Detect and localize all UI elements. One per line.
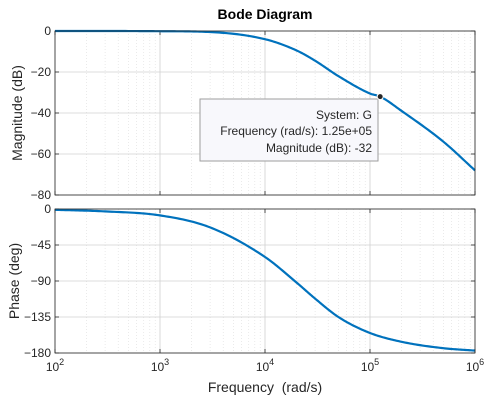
data-tip-marker[interactable] bbox=[376, 93, 384, 101]
y-tick-label: −45 bbox=[31, 238, 52, 252]
y-tick-label: −180 bbox=[24, 346, 51, 360]
magnitude-y-axis-label: Magnitude (dB) bbox=[9, 65, 25, 161]
phase-x-ticks: 102 103 104 105 106 bbox=[46, 209, 484, 374]
y-tick-label: −40 bbox=[31, 106, 52, 120]
x-tick-label: 104 bbox=[256, 357, 274, 374]
phase-axes-box bbox=[54, 208, 476, 354]
x-tick-label: 103 bbox=[151, 357, 169, 374]
y-tick-label: −90 bbox=[31, 274, 52, 288]
data-tip-frequency: Frequency (rad/s): 1.25e+05 bbox=[220, 124, 372, 138]
y-tick-label: −60 bbox=[31, 147, 52, 161]
data-tip-box bbox=[199, 98, 379, 162]
y-tick-label: 0 bbox=[44, 202, 51, 216]
data-tip[interactable]: System: G Frequency (rad/s): 1.25e+05 Ma… bbox=[199, 93, 384, 162]
phase-panel: 0 −45 −90 −135 −180 102 103 104 105 106 Phase (d… bbox=[6, 202, 484, 374]
data-tip-magnitude: Magnitude (dB): -32 bbox=[266, 141, 372, 155]
phase-y-axis-label: Phase (deg) bbox=[6, 243, 22, 319]
y-tick-label: −80 bbox=[31, 188, 52, 202]
y-tick-label: −20 bbox=[31, 65, 52, 79]
y-tick-label: 0 bbox=[44, 24, 51, 38]
phase-line bbox=[54, 208, 476, 352]
data-tip-system: System: G bbox=[316, 108, 372, 122]
x-tick-label: 105 bbox=[361, 357, 379, 374]
magnitude-axes-box bbox=[54, 30, 476, 196]
chart-title: Bode Diagram bbox=[218, 6, 313, 22]
x-tick-label: 102 bbox=[46, 357, 64, 374]
magnitude-y-ticks: 0 −20 −40 −60 −80 bbox=[31, 24, 475, 202]
magnitude-panel: 0 −20 −40 −60 −80 Magnitude (dB) bbox=[9, 24, 476, 202]
phase-y-ticks: 0 −45 −90 −135 −180 bbox=[24, 202, 475, 360]
x-axis-label: Frequency (rad/s) bbox=[208, 379, 322, 395]
y-tick-label: −135 bbox=[24, 310, 51, 324]
x-tick-label: 106 bbox=[466, 357, 484, 374]
